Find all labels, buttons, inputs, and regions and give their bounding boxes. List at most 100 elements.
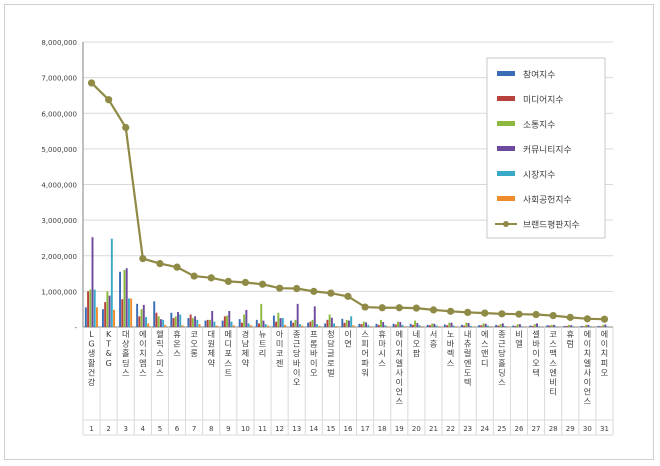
bar-시장지수 [589, 326, 592, 327]
legend-label: 사회공헌지수 [523, 195, 572, 206]
bar-미디어지수 [411, 324, 414, 327]
bar-참여지수 [512, 325, 515, 327]
point-브랜드평판지수 [549, 312, 557, 320]
bar-커뮤니티지수 [211, 310, 214, 327]
bar-소통지수 [123, 270, 126, 327]
bar-시장지수 [538, 326, 541, 327]
bar-시장지수 [264, 324, 267, 327]
rank-label: 10 [241, 425, 250, 433]
legend-label: 시장지수 [523, 170, 555, 181]
bar-미디어지수 [155, 312, 158, 327]
bar-소통지수 [585, 324, 588, 327]
bar-커뮤니티지수 [518, 324, 521, 327]
legend-swatch [497, 71, 515, 76]
bar-시장지수 [316, 324, 318, 327]
bar-커뮤니티지수 [125, 268, 128, 327]
bar-참여지수 [136, 303, 139, 327]
bar-시장지수 [333, 323, 336, 327]
bar-시장지수 [127, 298, 130, 327]
bar-커뮤니티지수 [142, 304, 145, 327]
bar-사회공헌지수 [455, 326, 457, 327]
bar-미디어지수 [240, 322, 243, 327]
bar-커뮤니티지수 [570, 325, 573, 327]
bar-커뮤니티지수 [399, 322, 402, 327]
bar-커뮤니티지수 [382, 322, 385, 327]
bar-참여지수 [461, 324, 463, 327]
rank-label: 1 [89, 425, 93, 433]
bar-소통지수 [277, 312, 280, 327]
bar-미디어지수 [480, 325, 483, 327]
legend-label: 소통지수 [523, 120, 555, 131]
rank-label: 27 [532, 425, 541, 433]
bar-소통지수 [568, 324, 570, 327]
rank-label: 7 [192, 425, 196, 433]
rank-label: 23 [463, 425, 472, 433]
rank-label: 19 [395, 425, 404, 433]
bar-사회공헌지수 [437, 326, 440, 327]
bar-시장지수 [350, 316, 353, 327]
bar-참여지수 [153, 301, 156, 327]
bar-소통지수 [362, 321, 365, 327]
bar-참여지수 [341, 318, 344, 327]
bar-커뮤니티지수 [159, 319, 162, 327]
bar-시장지수 [486, 325, 489, 327]
bar-커뮤니티지수 [348, 320, 350, 327]
bar-커뮤니티지수 [313, 306, 316, 327]
bar-시장지수 [179, 314, 182, 327]
bar-시장지수 [110, 238, 113, 327]
rank-label: 5 [158, 425, 162, 433]
bar-사회공헌지수 [232, 325, 235, 327]
bar-시장지수 [196, 319, 199, 327]
point-브랜드평판지수 [532, 310, 540, 319]
point-브랜드평판지수 [583, 315, 591, 323]
bar-소통지수 [294, 319, 297, 327]
legend-label: 커뮤니티지수 [523, 145, 572, 156]
rank-label: 16 [344, 425, 353, 433]
bar-참여지수 [272, 315, 275, 327]
bar-소통지수 [260, 303, 263, 327]
rank-label: 20 [412, 425, 421, 433]
bar-사회공헌지수 [249, 325, 252, 327]
bar-커뮤니티지수 [262, 320, 265, 327]
bar-미디어지수 [189, 314, 192, 327]
bar-참여지수 [597, 325, 600, 327]
bar-미디어지수 [565, 325, 568, 327]
y-tick-label: 1,000,000 [41, 288, 77, 296]
point-브랜드평판지수 [464, 308, 472, 316]
rank-label: 21 [429, 425, 438, 433]
y-tick-label: 3,000,000 [41, 217, 77, 225]
bar-미디어지수 [223, 316, 226, 327]
bar-사회공헌지수 [489, 326, 492, 327]
bar-커뮤니티지수 [604, 324, 607, 327]
legend-swatch [497, 196, 515, 201]
point-브랜드평판지수 [241, 278, 250, 287]
bar-소통지수 [550, 324, 553, 327]
bar-커뮤니티지수 [228, 310, 231, 327]
bar-커뮤니티지수 [279, 318, 282, 327]
bar-참여지수 [290, 320, 292, 327]
legend-label: 브랜드평판지수 [523, 220, 580, 231]
bar-커뮤니티지수 [484, 323, 487, 327]
x-tick-label: K T & G [105, 329, 112, 368]
point-브랜드평판지수 [293, 284, 301, 293]
bar-소통지수 [140, 309, 143, 327]
bar-미디어지수 [292, 322, 295, 327]
bar-커뮤니티지수 [467, 323, 470, 327]
point-브랜드평판지수 [87, 79, 96, 87]
